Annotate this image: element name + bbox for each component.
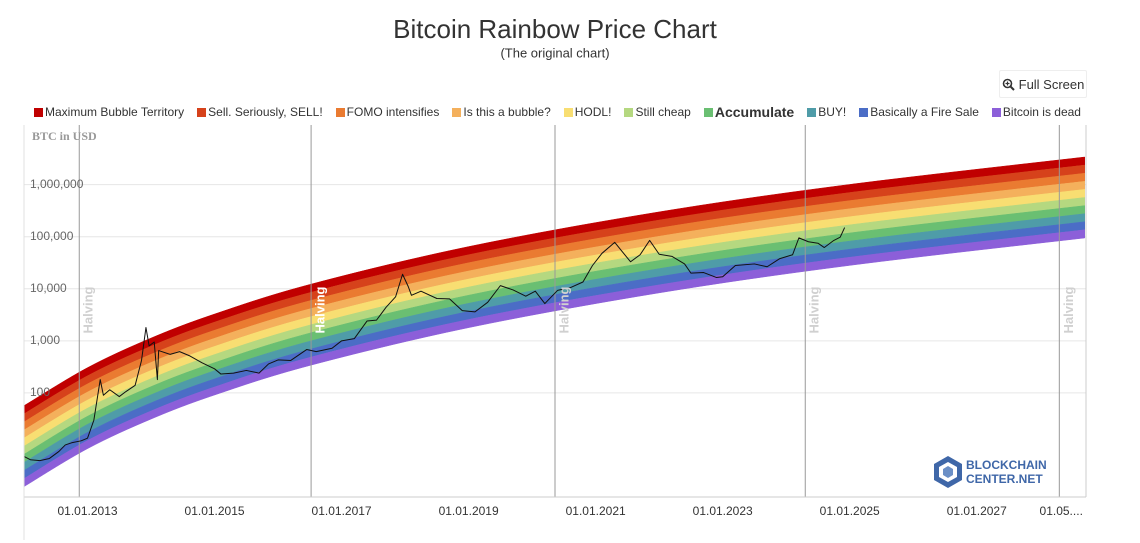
legend-swatch: [34, 107, 43, 117]
legend-item[interactable]: BUY!: [807, 104, 846, 120]
halving-label: Halving: [1061, 286, 1076, 333]
legend-label: Maximum Bubble Territory: [45, 105, 185, 119]
price-line: [24, 227, 846, 462]
legend-item[interactable]: Sell. Seriously, SELL!: [197, 104, 323, 120]
x-tick-label: 01.01.2025: [820, 504, 880, 518]
legend-item[interactable]: Still cheap: [624, 104, 691, 120]
watermark-text: BLOCKCHAIN: [966, 458, 1047, 472]
legend-item[interactable]: HODL!: [563, 104, 612, 120]
legend-label: Bitcoin is dead: [1002, 105, 1081, 119]
watermark-logo: [934, 456, 962, 488]
legend-label: Basically a Fire Sale: [870, 105, 979, 119]
legend-swatch: [624, 107, 634, 117]
zoom-icon: [1002, 78, 1015, 91]
x-tick-label: 01.01.2013: [57, 504, 117, 518]
legend-label: HODL!: [574, 105, 612, 119]
y-tick-label: 1,000: [30, 333, 60, 347]
legend-label: Sell. Seriously, SELL!: [208, 105, 323, 119]
y-tick-label: 10,000: [30, 281, 67, 295]
legend-swatch: [807, 107, 817, 117]
y-tick-label: 100,000: [30, 229, 74, 243]
plot-area: [24, 125, 1085, 497]
halving-label: Halving: [556, 286, 571, 333]
legend-label: Accumulate: [714, 104, 795, 120]
legend-swatch: [563, 107, 573, 117]
watermark-text: CENTER.NET: [966, 472, 1043, 486]
x-tick-label: 01.01.2027: [947, 504, 1007, 518]
legend-swatch: [335, 107, 345, 117]
legend-label: Still cheap: [635, 105, 691, 119]
legend-swatch: [991, 107, 1001, 117]
x-tick-label: 01.01.2017: [312, 504, 372, 518]
legend-label: BUY!: [818, 105, 847, 119]
chart-subtitle: (The original chart): [500, 45, 609, 60]
y-tick-label: 1,000,000: [30, 177, 84, 191]
legend-item[interactable]: Is this a bubble?: [452, 104, 551, 120]
x-tick-label: 01.01.2021: [566, 504, 626, 518]
x-tick-label: 01.01.2023: [693, 504, 753, 518]
legend-item[interactable]: Accumulate: [703, 104, 795, 120]
legend-swatch: [703, 107, 713, 117]
y-axis-label: BTC in USD: [32, 129, 97, 143]
full-screen-label[interactable]: Full Screen: [1018, 76, 1085, 92]
x-tick-label: 01.01.2015: [185, 504, 245, 518]
chart-title: Bitcoin Rainbow Price Chart: [393, 14, 717, 44]
full-screen-button[interactable]: Full Screen: [999, 70, 1087, 98]
legend-label: FOMO intensifies: [346, 105, 440, 119]
halving-label: Halving: [313, 286, 328, 333]
legend: Maximum Bubble Territory Sell. Seriously,…: [34, 104, 1081, 120]
legend-swatch: [859, 107, 869, 117]
legend-label: Is this a bubble?: [463, 105, 551, 119]
legend-item[interactable]: Bitcoin is dead: [991, 104, 1081, 120]
legend-item[interactable]: FOMO intensifies: [335, 104, 440, 120]
x-tick-label: 01.05....: [1040, 504, 1083, 518]
legend-swatch: [197, 107, 207, 117]
legend-item[interactable]: Basically a Fire Sale: [859, 104, 979, 120]
rainbow-band: [24, 229, 1085, 487]
x-tick-label: 01.01.2019: [439, 504, 499, 518]
halving-label: Halving: [807, 286, 822, 333]
y-tick-label: 100: [30, 385, 50, 399]
halving-label: Halving: [81, 286, 96, 333]
legend-item[interactable]: Maximum Bubble Territory: [34, 104, 184, 120]
legend-swatch: [452, 107, 462, 117]
